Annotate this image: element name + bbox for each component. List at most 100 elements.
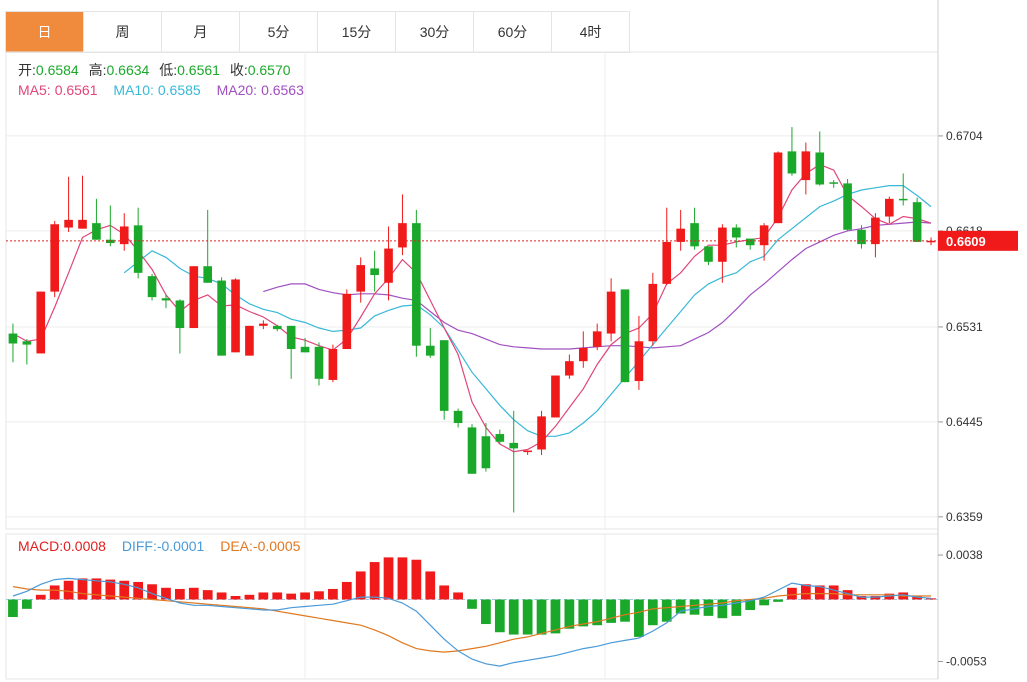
candles [8,127,936,513]
candle-52 [731,224,741,248]
candle-41 [578,331,588,368]
candle-53 [745,238,755,250]
candle-1 [22,339,32,365]
candle-body-49 [690,223,699,247]
macd-bar-45 [634,599,644,637]
candle-body-6 [92,223,101,240]
macd-bar-12 [175,588,185,600]
candle-36 [509,410,519,513]
candle-56 [787,127,797,176]
macd-bar-16 [230,595,241,600]
candle-43 [606,278,616,342]
candle-body-17 [245,325,254,356]
current-price-box [938,230,1018,251]
macd-bar-46 [647,599,658,626]
candle-55 [773,151,783,224]
dea-line [12,586,931,653]
macd-bar-1 [21,599,32,609]
candle-17 [245,325,254,356]
candle-23 [328,344,338,383]
candle-body-15 [217,280,226,356]
candle-body-65 [912,202,922,242]
candle-body-44 [620,289,630,383]
candle-body-38 [537,416,546,450]
macd-bar-31 [439,585,450,600]
macd-bar-5 [77,578,88,600]
period-tabs: 日周月 5分 15分 30分 60分 4时 [5,11,630,53]
candle-8 [119,213,129,251]
candle-body-1 [22,341,32,345]
macd-bar-56 [787,587,797,600]
tab-3[interactable]: 5分 [240,12,318,52]
macd-bar-32 [453,592,463,600]
macd-bar-47 [661,599,672,622]
macd-bar-65 [912,595,923,600]
candle-body-11 [161,298,171,301]
candle-62 [871,213,880,258]
macd-bar-0 [8,599,18,618]
macd-bar-41 [578,599,589,627]
macd-bar-10 [147,584,157,600]
macd-bar-66 [926,598,936,600]
candle-64 [898,173,908,206]
macd-legend: MACD:0.0008 DIFF:-0.0001 DEA:-0.0005 [18,538,301,554]
ohlc-legend: 开:0.6584 高:0.6634 低:0.6561 收:0.6570 [18,62,291,78]
macd-bar-26 [369,562,380,600]
candle-body-62 [871,217,880,245]
high-label: 高: [89,62,107,78]
macd-bar-52 [731,599,742,616]
price-tick-label-0: 0.6704 [946,129,983,143]
tab-5[interactable]: 30分 [396,12,474,52]
macd-bar-23 [328,588,338,600]
macd-bar-2 [35,594,46,600]
dea-value: -0.0005 [253,538,301,554]
tab-4[interactable]: 15分 [318,12,396,52]
candle-body-31 [439,340,449,411]
macd-bar-28 [397,557,408,600]
macd-tick-label-1: -0.0053 [946,654,987,668]
macd-bar-3 [49,585,60,600]
ma5-value: 0.6561 [55,82,98,98]
candle-61 [857,225,866,249]
tab-1[interactable]: 周 [84,12,162,52]
tab-7[interactable]: 4时 [552,12,630,52]
candle-58 [815,131,825,186]
macd-label: MACD: [18,538,63,554]
candle-body-7 [106,239,115,244]
candle-body-35 [495,434,505,442]
tab-6[interactable]: 60分 [474,12,552,52]
macd-bar-44 [620,599,630,622]
current-price-label: 0.6609 [946,234,986,249]
candle-14 [203,209,213,283]
candle-26 [370,250,379,292]
ma-legend: MA5: 0.6561 MA10: 0.6585 MA20: 0.6563 [18,82,304,98]
tab-2[interactable]: 月 [162,12,240,52]
macd-bar-34 [481,599,491,625]
candle-12 [175,299,185,354]
candle-body-58 [815,152,825,185]
candle-9 [133,207,143,279]
candle-body-2 [36,291,46,354]
candle-body-13 [189,266,199,329]
candle-60 [843,178,852,231]
candle-3 [50,220,59,298]
macd-bar-27 [383,557,394,600]
candle-body-56 [787,151,797,174]
macd-bar-7 [105,579,116,600]
candle-body-22 [314,346,324,379]
high-value: 0.6634 [107,62,150,78]
open-value: 0.6584 [36,62,79,78]
candle-32 [453,408,463,428]
tab-0[interactable]: 日 [6,12,84,52]
candle-body-12 [175,300,185,329]
candle-35 [495,429,505,444]
macd-bar-40 [564,599,575,629]
candle-body-30 [425,345,435,356]
price-tick-label-2: 0.6531 [946,320,983,334]
candle-body-50 [704,246,713,262]
candle-body-40 [565,361,574,376]
candle-40 [565,354,574,379]
macd-bar-9 [133,581,144,600]
dea-label: DEA: [220,538,253,554]
